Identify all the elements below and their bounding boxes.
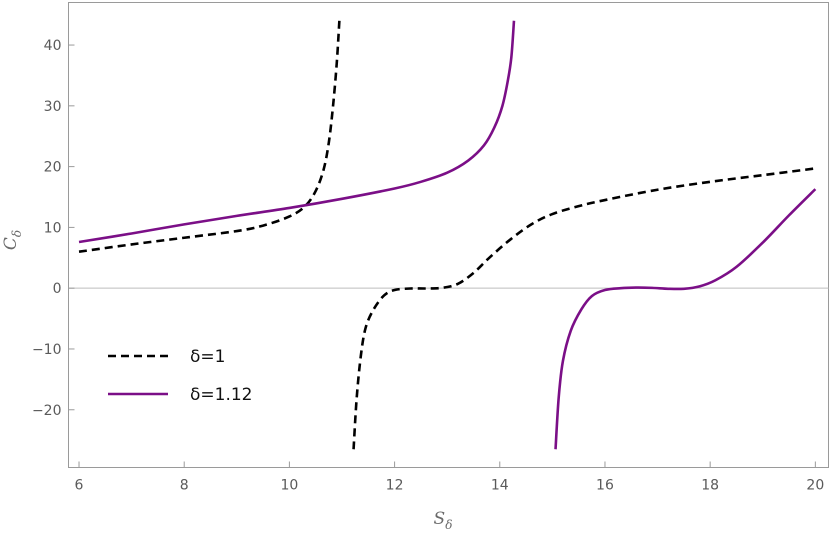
series-line-delta-1 xyxy=(352,167,816,450)
x-axis-label: Sδ xyxy=(434,509,453,532)
x-tick-label: 10 xyxy=(280,478,298,494)
legend-label-delta-1: δ=1 xyxy=(190,347,225,367)
x-tick-label: 6 xyxy=(75,478,84,494)
x-tick-label: 16 xyxy=(596,478,614,494)
legend: δ=1 δ=1.12 xyxy=(108,347,253,405)
y-axis-label: Cδ xyxy=(1,230,24,250)
x-tick-label: 20 xyxy=(806,478,824,494)
series-group xyxy=(78,20,817,450)
x-ticks: 6 8 10 12 14 16 18 20 xyxy=(75,461,824,494)
y-tick-label: 10 xyxy=(44,220,62,236)
y-tick-label: 30 xyxy=(44,99,62,115)
plot-frame xyxy=(68,2,829,468)
y-tick-label: −20 xyxy=(32,403,62,419)
series-line-delta-1-12 xyxy=(554,188,817,450)
y-tick-label: 40 xyxy=(44,38,62,54)
y-tick-label: 0 xyxy=(53,281,62,297)
y-axis-label-base: C xyxy=(1,237,21,250)
legend-label-delta-1-12: δ=1.12 xyxy=(190,385,253,405)
series-line-delta-1-12 xyxy=(78,20,516,244)
y-tick-label: −10 xyxy=(32,342,62,358)
series-line-delta-1 xyxy=(78,20,341,254)
x-tick-label: 18 xyxy=(701,478,719,494)
x-axis-label-base: S xyxy=(434,509,446,529)
y-ticks: −20 −10 0 10 20 30 40 xyxy=(32,38,75,419)
y-axis-label-sub: δ xyxy=(10,230,24,237)
x-tick-label: 14 xyxy=(491,478,509,494)
x-axis-label-sub: δ xyxy=(445,518,452,532)
x-tick-label: 8 xyxy=(180,478,189,494)
x-tick-label: 12 xyxy=(386,478,404,494)
y-tick-label: 20 xyxy=(44,160,62,176)
